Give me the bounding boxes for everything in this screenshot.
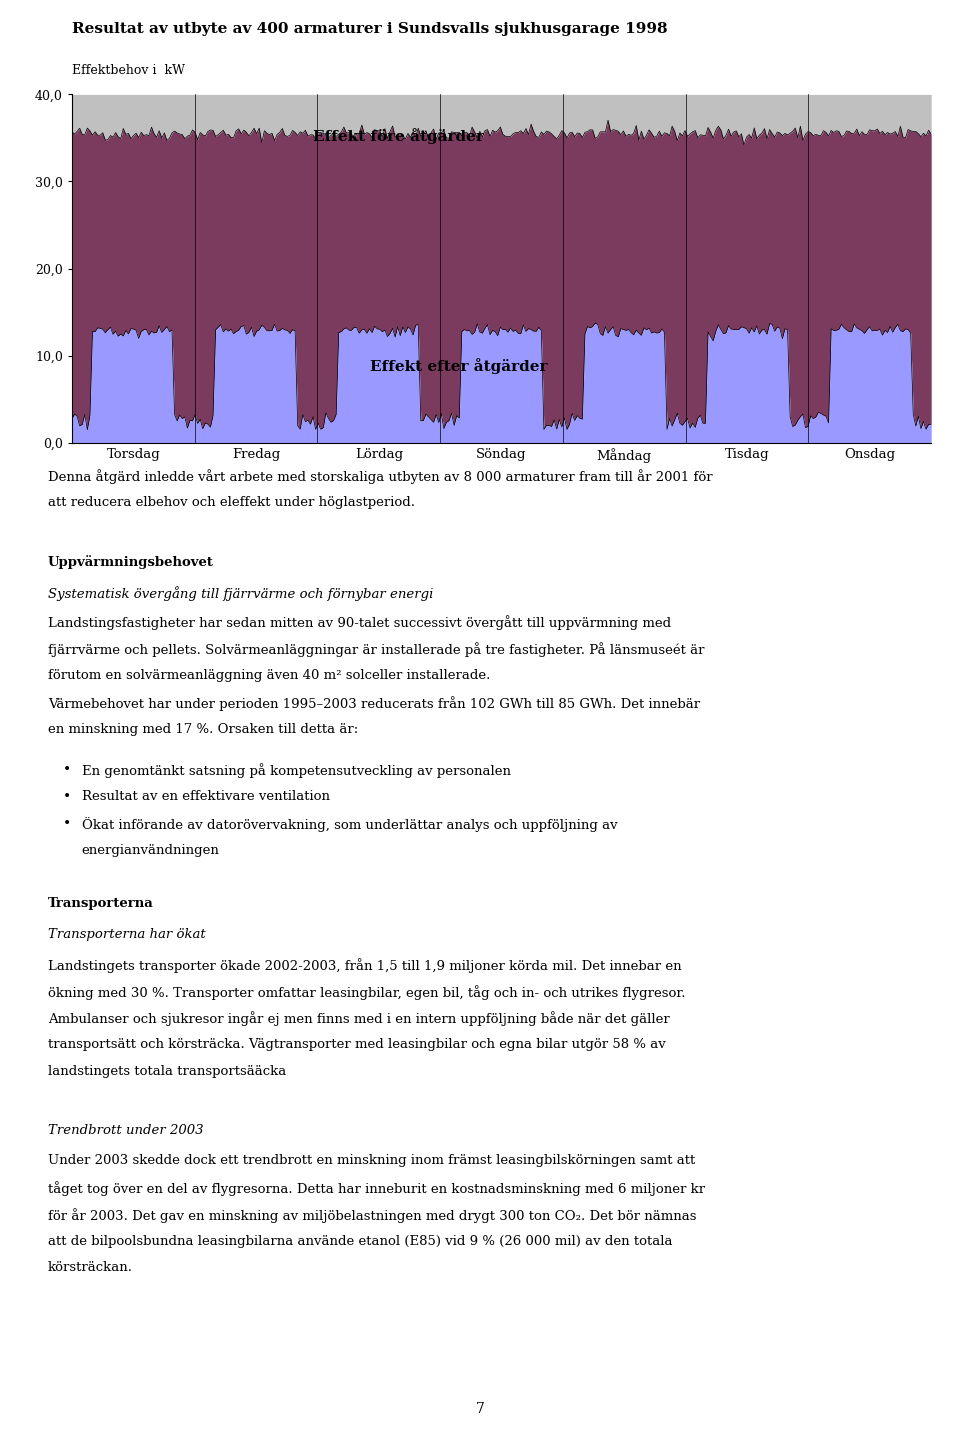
Text: Ambulanser och sjukresor ingår ej men finns med i en intern uppföljning både när: Ambulanser och sjukresor ingår ej men fi… — [48, 1012, 670, 1027]
Text: Värmebehovet har under perioden 1995–2003 reducerats från 102 GWh till 85 GWh. D: Värmebehovet har under perioden 1995–200… — [48, 696, 700, 711]
Text: för år 2003. Det gav en minskning av miljöbelastningen med drygt 300 ton CO₂. De: för år 2003. Det gav en minskning av mil… — [48, 1208, 697, 1223]
Text: Trendbrott under 2003: Trendbrott under 2003 — [48, 1124, 204, 1137]
Text: en minskning med 17 %. Orsaken till detta är:: en minskning med 17 %. Orsaken till dett… — [48, 723, 358, 736]
Text: •: • — [62, 790, 71, 804]
Text: Transporterna har ökat: Transporterna har ökat — [48, 928, 205, 941]
Text: •: • — [62, 764, 71, 777]
Text: Landstingsfastigheter har sedan mitten av 90-talet successivt övergått till uppv: Landstingsfastigheter har sedan mitten a… — [48, 616, 671, 630]
Text: Uppvärmningsbehovet: Uppvärmningsbehovet — [48, 555, 214, 569]
Text: ökning med 30 %. Transporter omfattar leasingbilar, egen bil, tåg och in- och ut: ökning med 30 %. Transporter omfattar le… — [48, 984, 685, 999]
Text: En genomtänkt satsning på kompetensutveckling av personalen: En genomtänkt satsning på kompetensutvec… — [82, 764, 511, 778]
Text: transportsätt och körsträcka. Vägtransporter med leasingbilar och egna bilar utg: transportsätt och körsträcka. Vägtranspo… — [48, 1038, 665, 1051]
Text: 7: 7 — [475, 1401, 485, 1416]
Text: •: • — [62, 817, 71, 831]
Text: Effekt före åtgärder: Effekt före åtgärder — [313, 128, 484, 144]
Text: Ökat införande av datorövervakning, som underlättar analys och uppföljning av: Ökat införande av datorövervakning, som … — [82, 817, 617, 832]
Text: fjärrvärme och pellets. Solvärmeanläggningar är installerade på tre fastigheter.: fjärrvärme och pellets. Solvärmeanläggni… — [48, 642, 705, 658]
Text: Effekt efter åtgärder: Effekt efter åtgärder — [370, 359, 547, 375]
Text: tåget tog över en del av flygresorna. Detta har inneburit en kostnadsminskning m: tåget tog över en del av flygresorna. De… — [48, 1180, 706, 1195]
Text: Resultat av utbyte av 400 armaturer i Sundsvalls sjukhusgarage 1998: Resultat av utbyte av 400 armaturer i Su… — [72, 22, 667, 36]
Text: Landstingets transporter ökade 2002-2003, från 1,5 till 1,9 miljoner körda mil. : Landstingets transporter ökade 2002-2003… — [48, 958, 682, 973]
Text: landstingets totala transportsääcka: landstingets totala transportsääcka — [48, 1066, 286, 1079]
Text: att reducera elbehov och eleffekt under höglastperiod.: att reducera elbehov och eleffekt under … — [48, 497, 415, 508]
Text: förutom en solvärmeanläggning även 40 m² solceller installerade.: förutom en solvärmeanläggning även 40 m²… — [48, 669, 491, 682]
Text: Systematisk övergång till fjärrvärme och förnybar energi: Systematisk övergång till fjärrvärme och… — [48, 585, 433, 601]
Text: Effektbehov i  kW: Effektbehov i kW — [72, 64, 185, 77]
Text: körsträckan.: körsträckan. — [48, 1262, 133, 1275]
Text: Resultat av en effektivare ventilation: Resultat av en effektivare ventilation — [82, 790, 329, 803]
Text: Denna åtgärd inledde vårt arbete med storskaliga utbyten av 8 000 armaturer fram: Denna åtgärd inledde vårt arbete med sto… — [48, 469, 712, 484]
Text: Under 2003 skedde dock ett trendbrott en minskning inom främst leasingbilskörnin: Under 2003 skedde dock ett trendbrott en… — [48, 1154, 695, 1167]
Text: Transporterna: Transporterna — [48, 897, 154, 910]
Text: energianvändningen: energianvändningen — [82, 844, 220, 857]
Text: att de bilpoolsbundna leasingbilarna använde etanol (E85) vid 9 % (26 000 mil) a: att de bilpoolsbundna leasingbilarna anv… — [48, 1234, 673, 1247]
